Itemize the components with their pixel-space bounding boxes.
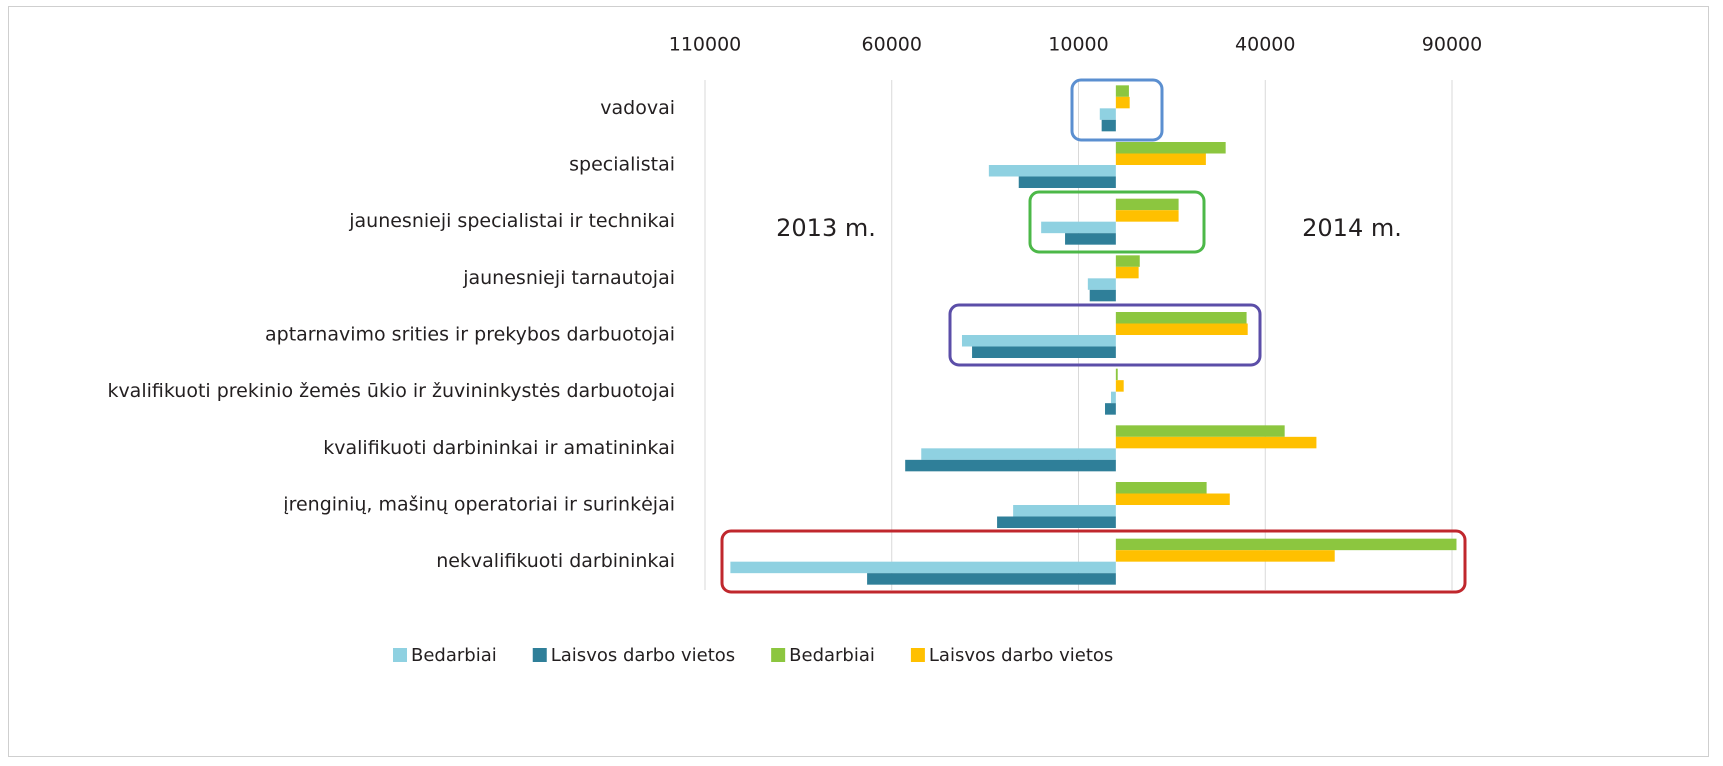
highlight-box (948, 303, 1262, 367)
bar (1087, 278, 1116, 290)
bar (905, 459, 1116, 472)
highlight-box (720, 529, 1467, 594)
y-tick-label: specialistai (569, 154, 675, 176)
bar (1115, 538, 1457, 551)
x-tick-label: 110000 (669, 34, 742, 56)
bar (1115, 312, 1247, 324)
legend-swatch (532, 648, 547, 662)
bar (1110, 391, 1116, 404)
bars (730, 85, 1457, 585)
x-tick-label: 40000 (1235, 34, 1295, 56)
bar (1115, 380, 1124, 392)
bar (1115, 436, 1317, 449)
legend-swatch (910, 648, 925, 662)
legend-swatch (393, 648, 407, 662)
bar (1013, 505, 1116, 517)
frame (8, 6, 1709, 757)
bar (1115, 142, 1226, 154)
highlight-box (1070, 78, 1164, 142)
y-tick-label: kvalifikuoti prekinio žemės ūkio ir žuvi… (107, 380, 675, 402)
y-tick-label: jaunesnieji specialistai ir technikai (348, 210, 675, 232)
legend-label: Bedarbiai (789, 645, 875, 666)
x-tick-label: 60000 (862, 34, 922, 56)
bar (1115, 210, 1179, 222)
bar (1099, 108, 1116, 120)
bar (1115, 550, 1335, 562)
bar (1115, 425, 1285, 437)
y-tick-label: aptarnavimo srities ir prekybos darbuoto… (265, 324, 675, 346)
bar (730, 561, 1116, 574)
y-tick-label: jaunesnieji tarnautojai (462, 267, 675, 289)
bar (1105, 403, 1116, 415)
bar (1041, 221, 1116, 234)
legend-label: Bedarbiai (411, 645, 497, 666)
bar (997, 516, 1116, 528)
bar (961, 335, 1116, 347)
annotation: 2013 m. (776, 214, 876, 242)
bar (1089, 289, 1116, 302)
highlight-box (1028, 190, 1206, 254)
bar (1115, 85, 1129, 97)
y-tick-label: įrenginių, mašinų operatoriai ir surinkė… (283, 494, 675, 516)
bar (1115, 198, 1179, 211)
bar (988, 165, 1116, 177)
y-tick-label: nekvalifikuoti darbininkai (436, 550, 675, 572)
bar (972, 346, 1116, 358)
y-tick-label: vadovai (600, 97, 675, 119)
bar (1115, 368, 1118, 381)
bar (1115, 96, 1130, 109)
legend-label: Laisvos darbo vietos (929, 645, 1113, 666)
bar (1101, 119, 1116, 132)
bar (1115, 482, 1207, 494)
bar (1018, 176, 1116, 188)
x-tick-label: 10000 (1048, 34, 1108, 56)
legend-label: Laisvos darbo vietos (551, 645, 735, 666)
bar (1115, 255, 1140, 267)
bar (1115, 493, 1230, 505)
x-tick-label: 90000 (1422, 34, 1482, 56)
bar (867, 573, 1116, 585)
bar (1115, 323, 1248, 335)
y-tick-label: kvalifikuoti darbininkai ir amatininkai (323, 437, 675, 459)
legend-swatch (771, 648, 786, 662)
bar (921, 448, 1116, 460)
bar (1065, 233, 1116, 245)
bar (1115, 153, 1206, 165)
bar (1115, 266, 1139, 279)
annotation: 2014 m. (1302, 214, 1402, 242)
